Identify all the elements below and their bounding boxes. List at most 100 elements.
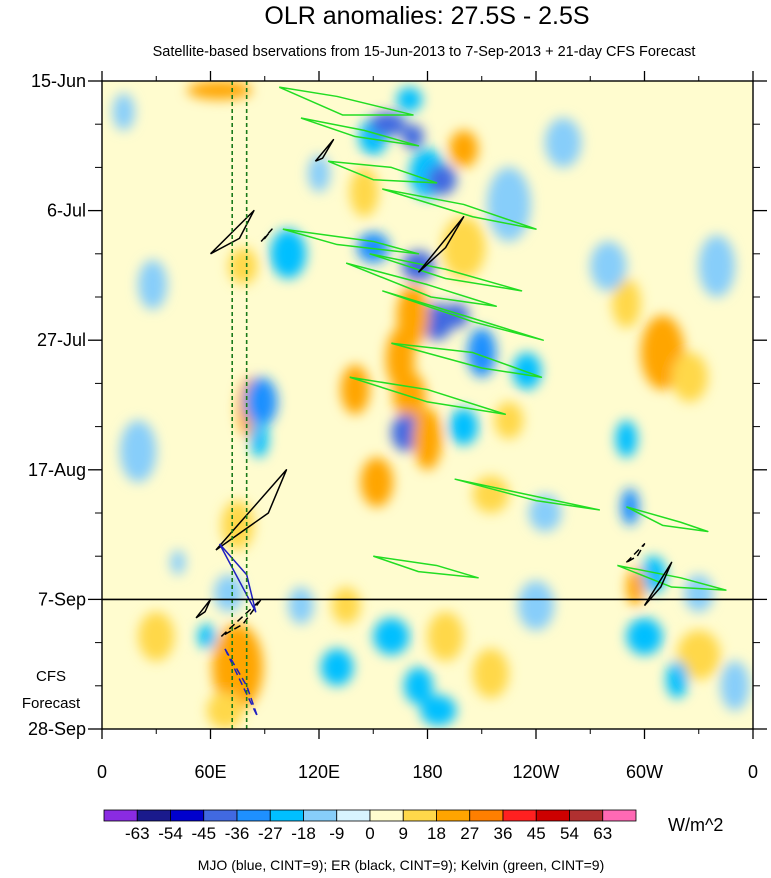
colorbar-label-0: -63	[125, 824, 150, 843]
y-tick-label-2: 27-Jul	[37, 330, 86, 350]
y-tick-label-5: 28-Sep	[28, 719, 86, 739]
anomaly-patch-10	[170, 550, 186, 575]
anomaly-patch-38	[373, 617, 410, 655]
anomaly-patch-9	[214, 574, 244, 612]
anomaly-patch-24	[467, 327, 497, 378]
colorbar-label-11: 36	[494, 824, 513, 843]
colorbar-unit: W/m^2	[668, 815, 723, 835]
er-contour-22	[625, 543, 646, 564]
anomaly-patch-59	[138, 611, 175, 662]
colorbar-label-3: -36	[225, 824, 250, 843]
colorbar-swatch-3	[203, 809, 238, 822]
er-contour-19	[195, 598, 212, 619]
y-tick-label-4: 7-Sep	[38, 589, 86, 609]
colorbar-label-1: -54	[158, 824, 183, 843]
colorbar-swatch-9	[402, 809, 437, 822]
anomaly-patch-66	[666, 661, 688, 699]
colorbar-label-8: 9	[399, 824, 408, 843]
kelvin-contour-12	[373, 555, 479, 579]
x-tick-label-3: 180	[412, 762, 442, 782]
colorbar-swatch-15	[602, 809, 637, 822]
anomaly-patch-28	[340, 364, 370, 415]
anomaly-patch-48	[615, 420, 638, 458]
colorbar-label-4: -27	[258, 824, 283, 843]
colorbar-swatch-0	[103, 809, 138, 822]
anomaly-patch-62	[288, 587, 314, 625]
x-tick-label-4: 120W	[512, 762, 559, 782]
x-tick-label-2: 120E	[298, 762, 340, 782]
anomaly-patch-7	[250, 420, 269, 458]
anomaly-patch-26	[391, 414, 421, 452]
colorbar-swatch-2	[170, 809, 205, 822]
kelvin-contour-10	[454, 478, 601, 511]
anomaly-patch-54	[698, 235, 735, 297]
mjo-contour-24	[224, 648, 259, 718]
anomaly-patch-40	[427, 611, 464, 662]
kelvin-contour-2	[327, 160, 438, 184]
er-contour-21	[220, 598, 262, 638]
colorbar-swatch-13	[535, 809, 570, 822]
colorbar-label-7: 0	[365, 824, 374, 843]
er-contour-16	[417, 216, 465, 273]
colorbar-label-2: -45	[191, 824, 216, 843]
y-tick-label-0: 15-Jun	[31, 71, 86, 91]
colorbar-label-5: -18	[291, 824, 316, 843]
kelvin-contour-6	[345, 262, 497, 308]
anomaly-patch-63	[545, 118, 582, 168]
anomaly-patch-34	[487, 167, 531, 242]
colorbar-label-9: 18	[427, 824, 446, 843]
anomaly-patch-6	[244, 377, 278, 427]
mjo-contour-23	[218, 543, 257, 613]
anomaly-patch-8	[270, 229, 307, 279]
anomaly-patch-56	[677, 630, 721, 680]
colorbar-swatch-6	[303, 809, 338, 822]
anomaly-patch-32	[441, 216, 486, 279]
forecast-label-line2: Forecast	[22, 695, 81, 712]
er-contour-20	[260, 228, 273, 243]
anomaly-patch-31	[494, 401, 524, 439]
colorbar-label-10: 27	[460, 824, 479, 843]
anomaly-patch-58	[120, 420, 157, 483]
y-tick-label-1: 6-Jul	[47, 201, 86, 221]
plot-area	[101, 80, 754, 730]
er-contour-18	[643, 561, 673, 607]
colorbar-swatch-14	[569, 809, 604, 822]
anomaly-patch-60	[112, 93, 135, 131]
anomaly-patch-50	[640, 556, 667, 594]
anomaly-field	[112, 81, 750, 729]
colorbar-swatch-12	[502, 809, 537, 822]
kelvin-contour-3	[382, 188, 537, 230]
anomaly-patch-5	[206, 691, 244, 729]
x-tick-label-6: 0	[748, 762, 758, 782]
axes: 0 60E 120E 180 120W 60W 0 15-Jun 6-Jul 27-Jul 17-A…	[28, 71, 767, 782]
anomaly-patch-52	[626, 617, 663, 655]
anomaly-patch-33	[349, 167, 379, 217]
anomaly-patch-43	[320, 648, 354, 686]
anomaly-patch-42	[420, 695, 457, 726]
anomaly-patch-30	[449, 408, 479, 446]
anomaly-patch-35	[512, 352, 542, 390]
er-contour-15	[314, 138, 335, 162]
anomaly-patch-41	[472, 648, 509, 699]
anomaly-patch-64	[308, 155, 330, 193]
kelvin-contour-11	[626, 506, 709, 533]
er-contour-17	[215, 469, 288, 551]
anomaly-patch-53	[590, 241, 627, 291]
kelvin-contour-9	[349, 376, 507, 416]
anomaly-patch-4	[212, 624, 263, 711]
chart-subtitle: Satellite-based bservations from 15-Jun-…	[153, 44, 696, 60]
anomaly-patch-44	[331, 587, 361, 625]
anomaly-patch-37	[472, 475, 509, 513]
anomaly-patch-1	[228, 247, 258, 285]
colorbar: -63 -54 -45 -36 -27 -18 -9 0 9 18 27 36 45 54 63	[103, 809, 637, 843]
forecast-label-line1: CFS	[36, 668, 66, 685]
anomaly-patch-16	[449, 130, 479, 168]
colorbar-swatch-1	[136, 809, 171, 822]
colorbar-swatch-8	[369, 809, 404, 822]
anomaly-patch-13	[396, 87, 423, 112]
colorbar-label-6: -9	[329, 824, 344, 843]
colorbar-swatch-4	[236, 809, 271, 822]
x-tick-label-5: 60W	[626, 762, 663, 782]
kelvin-contour-4	[282, 228, 420, 255]
